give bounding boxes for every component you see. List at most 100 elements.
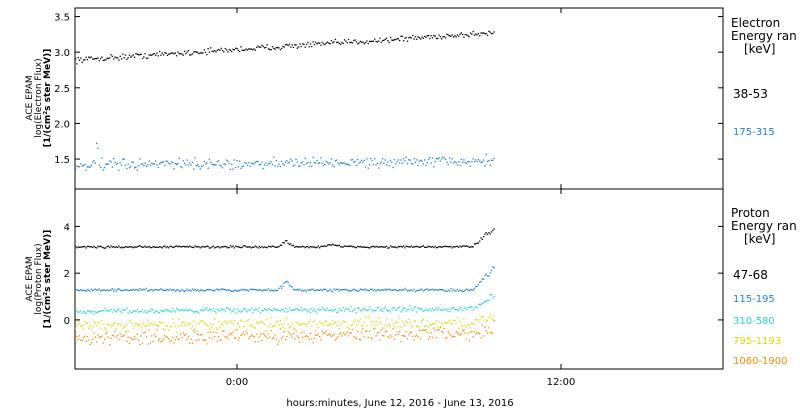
data-point-795-1193 [456, 317, 459, 319]
data-point-310-580 [343, 310, 346, 312]
data-point-1060-1900 [160, 341, 162, 343]
data-point-310-580 [160, 309, 162, 312]
data-point-175-315 [406, 163, 409, 165]
data-point-115-195 [370, 288, 372, 290]
data-point-1060-1900 [187, 335, 190, 338]
data-point-47-68 [223, 246, 225, 248]
data-point-795-1193 [149, 322, 152, 324]
data-point-38-53 [233, 49, 235, 51]
data-point-115-195 [214, 290, 216, 292]
data-point-1060-1900 [80, 339, 82, 341]
data-point-1060-1900 [81, 339, 83, 342]
data-point-310-580 [90, 311, 92, 313]
data-point-1060-1900 [404, 335, 406, 337]
data-point-175-315 [343, 162, 346, 164]
data-point-795-1193 [177, 325, 179, 328]
data-point-795-1193 [180, 325, 182, 327]
data-point-1060-1900 [332, 334, 334, 337]
data-point-795-1193 [379, 321, 381, 323]
electron-legend-title-1: Electron [731, 16, 780, 30]
data-point-38-53 [128, 54, 131, 56]
data-point-115-195 [130, 289, 132, 291]
data-point-38-53 [149, 54, 152, 56]
data-point-795-1193 [80, 325, 82, 327]
data-point-47-68 [368, 247, 371, 249]
data-point-47-68 [242, 245, 245, 247]
data-point-175-315 [363, 159, 365, 161]
data-point-1060-1900 [119, 333, 121, 335]
data-point-175-315 [186, 159, 188, 161]
data-point-47-68 [147, 246, 149, 248]
data-point-1060-1900 [185, 333, 187, 335]
data-point-47-68 [288, 243, 291, 246]
data-point-115-195 [309, 289, 312, 291]
data-point-795-1193 [282, 326, 284, 329]
data-point-310-580 [258, 307, 260, 309]
data-point-175-315 [417, 164, 419, 167]
data-point-38-53 [409, 36, 411, 38]
data-point-175-315 [275, 159, 277, 162]
proton-panel-frame [74, 188, 724, 370]
data-point-38-53 [357, 43, 359, 45]
data-point-38-53 [397, 38, 399, 40]
data-point-175-315 [103, 167, 106, 169]
data-point-38-53 [105, 59, 107, 61]
data-point-310-580 [326, 307, 329, 309]
data-point-47-68 [493, 228, 495, 230]
data-point-175-315 [361, 159, 363, 162]
data-point-115-195 [84, 289, 86, 292]
data-point-47-68 [99, 245, 102, 247]
data-point-1060-1900 [237, 339, 239, 341]
data-point-310-580 [131, 311, 133, 314]
data-point-310-580 [317, 308, 319, 310]
data-point-175-315 [447, 164, 449, 166]
data-point-175-315 [372, 163, 375, 166]
data-point-795-1193 [136, 324, 138, 326]
data-point-310-580 [292, 309, 295, 311]
data-point-175-315 [485, 153, 487, 155]
data-point-795-1193 [138, 324, 140, 326]
data-point-47-68 [202, 245, 204, 248]
data-point-310-580 [312, 310, 314, 312]
data-point-47-68 [476, 242, 478, 244]
data-point-175-315 [347, 163, 350, 166]
data-point-175-315 [229, 168, 232, 170]
data-point-310-580 [185, 309, 187, 311]
data-point-38-53 [286, 43, 288, 46]
data-point-38-53 [376, 41, 378, 43]
data-point-47-68 [486, 233, 489, 235]
data-point-310-580 [182, 309, 184, 311]
data-point-175-315 [437, 158, 439, 160]
data-point-115-195 [298, 289, 300, 291]
data-point-38-53 [481, 32, 483, 34]
data-point-115-195 [311, 288, 313, 290]
data-point-310-580 [191, 310, 194, 312]
data-point-1060-1900 [456, 332, 459, 334]
data-point-795-1193 [140, 327, 142, 329]
data-point-115-195 [375, 290, 377, 292]
data-point-38-53 [479, 35, 481, 37]
data-point-115-195 [260, 289, 262, 291]
data-point-47-68 [451, 247, 453, 249]
data-point-115-195 [304, 289, 306, 291]
data-point-795-1193 [406, 321, 409, 324]
data-point-795-1193 [307, 323, 309, 325]
data-point-1060-1900 [111, 334, 113, 337]
proton-legend: Proton Energy ran [keV] 47-68 115-195 31… [731, 206, 797, 367]
data-point-115-195 [236, 290, 238, 292]
data-point-310-580 [99, 310, 102, 313]
data-point-175-315 [405, 156, 407, 158]
data-point-38-53 [413, 38, 415, 40]
data-point-175-315 [431, 157, 434, 159]
data-point-115-195 [388, 288, 390, 290]
data-point-310-580 [156, 310, 158, 312]
data-point-38-53 [212, 50, 215, 53]
data-point-47-68 [378, 246, 380, 248]
data-point-175-315 [263, 164, 266, 166]
data-point-175-315 [249, 165, 251, 167]
data-point-795-1193 [363, 321, 365, 324]
data-point-310-580 [409, 305, 411, 307]
data-point-310-580 [132, 310, 134, 312]
data-point-175-315 [475, 159, 477, 161]
data-point-1060-1900 [278, 340, 280, 342]
